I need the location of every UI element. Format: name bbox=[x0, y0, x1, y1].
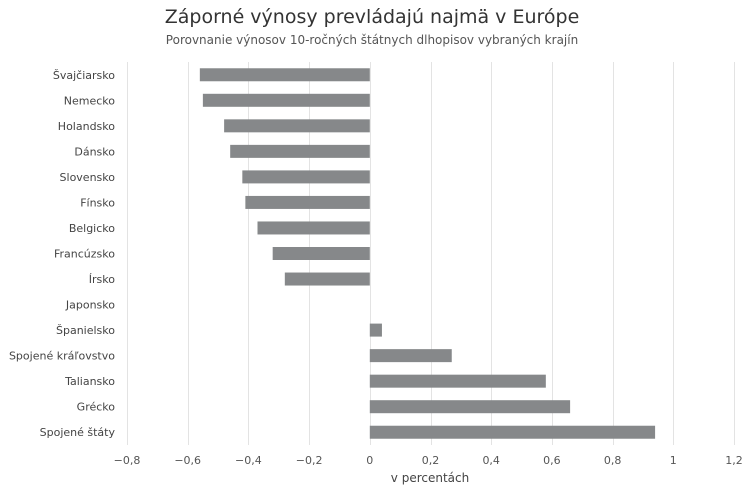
category-label: Spojené kráľovstvo bbox=[9, 350, 115, 363]
category-label: Grécko bbox=[77, 401, 116, 414]
bars bbox=[199, 68, 656, 439]
bar bbox=[245, 195, 370, 209]
bar bbox=[369, 349, 452, 363]
x-tick-label: −0,6 bbox=[174, 454, 201, 467]
bar bbox=[369, 400, 571, 414]
category-label: Japonsko bbox=[65, 299, 115, 312]
x-tick-label: 0,4 bbox=[482, 454, 500, 467]
category-label: Spojené štáty bbox=[40, 426, 116, 439]
bar bbox=[257, 221, 370, 235]
category-label: Fínsko bbox=[80, 196, 115, 209]
bar bbox=[202, 93, 370, 107]
category-label: Španielsko bbox=[56, 324, 115, 337]
bar bbox=[369, 323, 382, 337]
x-tick-label: 0 bbox=[366, 454, 373, 467]
x-tick-label: 0,6 bbox=[543, 454, 561, 467]
category-label: Nemecko bbox=[64, 94, 116, 107]
x-tick-label: −0,4 bbox=[235, 454, 262, 467]
x-tick-label: −0,8 bbox=[114, 454, 141, 467]
bar bbox=[224, 119, 370, 133]
bar bbox=[199, 68, 370, 82]
x-axis-title: v percentách bbox=[391, 471, 469, 485]
category-label: Dánsko bbox=[74, 145, 115, 158]
x-tick-label: 1 bbox=[670, 454, 677, 467]
category-label: Holandsko bbox=[58, 120, 115, 133]
x-tick-label: 1,2 bbox=[725, 454, 743, 467]
x-tick-label: 0,8 bbox=[604, 454, 622, 467]
bar bbox=[369, 425, 656, 439]
x-tick-labels: −0,8 −0,6 −0,4 −0,2 0 0,2 0,4 0,6 0,8 1 1,2 bbox=[114, 454, 743, 467]
chart-title: Záporné výnosy prevládajú najmä v Európe bbox=[164, 6, 580, 28]
bar bbox=[369, 374, 546, 388]
bar bbox=[242, 170, 370, 184]
category-label: Slovensko bbox=[60, 171, 116, 184]
category-label: Írsko bbox=[89, 273, 115, 286]
category-label: Taliansko bbox=[64, 375, 115, 388]
bar bbox=[272, 247, 370, 260]
chart-subtitle: Porovnanie výnosov 10-ročných štátnych d… bbox=[165, 33, 579, 47]
category-labels: Švajčiarsko Nemecko Holandsko Dánsko Slovens… bbox=[9, 69, 116, 439]
category-label: Francúzsko bbox=[54, 248, 115, 261]
category-label: Belgicko bbox=[69, 222, 115, 235]
bar bbox=[284, 272, 370, 286]
bar bbox=[230, 144, 370, 158]
x-tick-label: 0,2 bbox=[422, 454, 440, 467]
category-label: Švajčiarsko bbox=[53, 69, 115, 82]
x-tick-label: −0,2 bbox=[296, 454, 323, 467]
